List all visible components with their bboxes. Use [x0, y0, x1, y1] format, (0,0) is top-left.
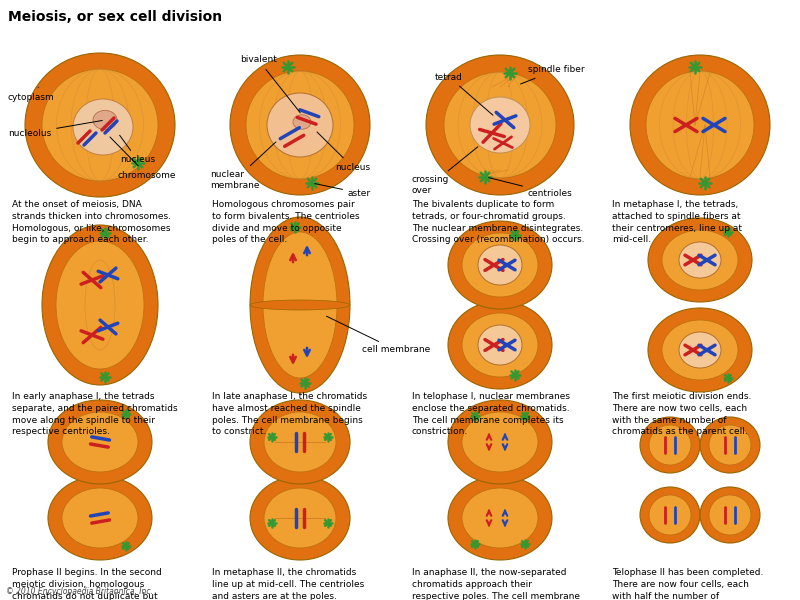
Ellipse shape — [478, 245, 522, 285]
Text: chromosome: chromosome — [110, 137, 177, 179]
Ellipse shape — [230, 55, 370, 195]
Text: The bivalents duplicate to form
tetrads, or four-chromatid groups.
The nuclear m: The bivalents duplicate to form tetrads,… — [412, 200, 585, 244]
Text: Telophase II has been completed.
There are now four cells, each
with half the nu: Telophase II has been completed. There a… — [612, 568, 763, 600]
Ellipse shape — [649, 495, 691, 535]
Text: At the onset of meiosis, DNA
strands thicken into chromosomes.
Homologous, or li: At the onset of meiosis, DNA strands thi… — [12, 200, 171, 244]
Text: In metaphase II, the chromatids
line up at mid-cell. The centrioles
and asters a: In metaphase II, the chromatids line up … — [212, 568, 364, 600]
Text: bivalent: bivalent — [240, 55, 300, 113]
Ellipse shape — [448, 301, 552, 389]
Text: In metaphase I, the tetrads,
attached to spindle fibers at
their centromeres, li: In metaphase I, the tetrads, attached to… — [612, 200, 742, 244]
Ellipse shape — [250, 300, 350, 310]
Ellipse shape — [448, 476, 552, 560]
Ellipse shape — [263, 232, 337, 378]
Text: tetrad: tetrad — [435, 73, 493, 115]
Text: nucleolus: nucleolus — [8, 121, 102, 137]
Text: cytoplasm: cytoplasm — [8, 87, 54, 101]
Ellipse shape — [478, 325, 522, 365]
Ellipse shape — [264, 488, 336, 548]
Ellipse shape — [246, 71, 354, 179]
Ellipse shape — [462, 313, 538, 377]
Ellipse shape — [700, 417, 760, 473]
Text: The first meiotic division ends.
There are now two cells, each
with the same num: The first meiotic division ends. There a… — [612, 392, 751, 436]
Ellipse shape — [646, 71, 754, 179]
Ellipse shape — [25, 53, 175, 197]
Ellipse shape — [250, 400, 350, 484]
Ellipse shape — [293, 115, 311, 129]
Ellipse shape — [462, 412, 538, 472]
Text: Prophase II begins. In the second
meiotic division, homologous
chromatids do not: Prophase II begins. In the second meioti… — [12, 568, 162, 600]
Ellipse shape — [448, 400, 552, 484]
Text: nuclear
membrane: nuclear membrane — [210, 142, 276, 190]
Ellipse shape — [630, 55, 770, 195]
Text: In late anaphase I, the chromatids
have almost reached the spindle
poles. The ce: In late anaphase I, the chromatids have … — [212, 392, 367, 436]
Text: spindle fiber: spindle fiber — [521, 65, 585, 84]
Ellipse shape — [62, 488, 138, 548]
Ellipse shape — [93, 110, 117, 130]
Ellipse shape — [250, 217, 350, 393]
Ellipse shape — [640, 487, 700, 543]
Ellipse shape — [62, 412, 138, 472]
Ellipse shape — [250, 476, 350, 560]
Text: centrioles: centrioles — [489, 178, 573, 197]
Ellipse shape — [56, 241, 144, 369]
Ellipse shape — [470, 97, 530, 153]
Ellipse shape — [448, 221, 552, 309]
Ellipse shape — [679, 332, 721, 368]
Text: In telophase I, nuclear membranes
enclose the separated chromatids.
The cell mem: In telophase I, nuclear membranes enclos… — [412, 392, 570, 436]
Ellipse shape — [648, 308, 752, 392]
Ellipse shape — [73, 99, 133, 155]
Ellipse shape — [709, 425, 751, 465]
Text: Meiosis, or sex cell division: Meiosis, or sex cell division — [8, 10, 222, 24]
Text: aster: aster — [314, 184, 371, 197]
Ellipse shape — [462, 233, 538, 297]
Ellipse shape — [662, 230, 738, 290]
Ellipse shape — [426, 55, 574, 195]
Ellipse shape — [48, 400, 152, 484]
Text: In anaphase II, the now-separated
chromatids approach their
respective poles. Th: In anaphase II, the now-separated chroma… — [412, 568, 580, 600]
Ellipse shape — [649, 425, 691, 465]
Text: crossing
over: crossing over — [412, 147, 478, 194]
Ellipse shape — [700, 487, 760, 543]
Ellipse shape — [48, 476, 152, 560]
Ellipse shape — [709, 495, 751, 535]
Ellipse shape — [462, 488, 538, 548]
Ellipse shape — [640, 417, 700, 473]
Ellipse shape — [662, 320, 738, 380]
Ellipse shape — [444, 72, 556, 178]
Ellipse shape — [648, 218, 752, 302]
Ellipse shape — [679, 242, 721, 278]
Text: © 2010 Encyclopaedia Britannica, Inc.: © 2010 Encyclopaedia Britannica, Inc. — [6, 587, 153, 596]
Text: nucleus: nucleus — [317, 132, 370, 172]
Text: In early anaphase I, the tetrads
separate, and the paired chromatids
move along : In early anaphase I, the tetrads separat… — [12, 392, 178, 436]
Ellipse shape — [267, 93, 333, 157]
Text: nucleus: nucleus — [120, 135, 155, 164]
Text: cell membrane: cell membrane — [326, 316, 430, 355]
Ellipse shape — [264, 412, 336, 472]
Ellipse shape — [42, 225, 158, 385]
Ellipse shape — [42, 69, 158, 181]
Text: Homologous chromosomes pair
to form bivalents. The centrioles
divide and move to: Homologous chromosomes pair to form biva… — [212, 200, 360, 244]
